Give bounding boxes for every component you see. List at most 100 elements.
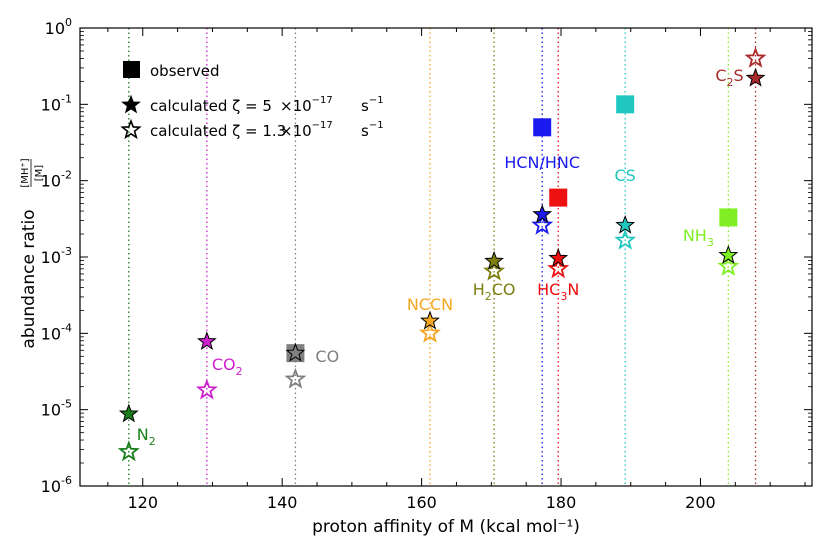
species-name: NCCN	[407, 295, 453, 314]
species-label-c2s: C2S	[715, 66, 743, 89]
legend-text-exp: −17	[312, 120, 333, 131]
y-axis-label-group: abundance ratio [MH⁺] [M]	[19, 158, 45, 348]
species-label-nh3: NH3	[683, 226, 714, 249]
calc-zeta5-star-h2co	[484, 250, 505, 270]
data-marks	[117, 46, 767, 462]
y-tick-label: 10-3	[41, 245, 72, 267]
y-tick-exponent: -3	[61, 245, 72, 258]
calc-zeta1_3-star-h2co	[483, 259, 506, 281]
calc-zeta5-star-n2	[118, 403, 139, 423]
y-tick-exponent: 0	[65, 16, 72, 29]
axis-ticks: 120 140 160 180 20010-610-510-410-310-210-11…	[41, 16, 812, 512]
calc-zeta5-star-nh3	[718, 244, 739, 264]
y-axis-label: abundance ratio	[19, 209, 39, 348]
legend-text-exp: −17	[312, 95, 333, 106]
y-tick-base: 10	[45, 19, 65, 38]
x-tick-label: 140	[267, 493, 298, 512]
y-tick-exponent: -1	[61, 92, 72, 105]
species-name: HC	[537, 280, 560, 299]
legend-text-unit-exp: −1	[369, 120, 384, 131]
species-subscript: 2	[149, 435, 156, 448]
legend-open-star-icon	[120, 118, 142, 140]
y-tick-label: 10-6	[41, 474, 72, 496]
species-subscript: 2	[485, 290, 492, 303]
species-name: CO	[315, 347, 339, 366]
species-subscript: 2	[236, 365, 243, 378]
x-tick-label: 180	[546, 493, 577, 512]
calc-zeta1_3-star-cs	[614, 228, 637, 250]
x-tick-label: 120	[127, 493, 158, 512]
observed-square-hcnhnc	[533, 118, 552, 137]
y-tick-exponent: -6	[61, 474, 72, 487]
observed-square-cs	[616, 95, 635, 114]
calc-zeta1_3-star-nh3	[717, 254, 740, 276]
calc-zeta5-star-co	[285, 342, 306, 362]
species-label-hcnhnc: HCN/HNC	[504, 153, 580, 172]
legend-filled-star-icon	[121, 94, 141, 114]
species-label-h2co: H2CO	[473, 280, 516, 303]
species-name: NH	[683, 226, 707, 245]
species-label-co2: CO2	[212, 355, 243, 378]
species-suffix: S	[734, 66, 744, 85]
calc-zeta5-star-hcnhnc	[532, 204, 553, 223]
legend-text-main: calculated ζ = 1.3	[150, 122, 286, 140]
calc-zeta1_3-star-co	[284, 367, 307, 389]
species-label-hc3n: HC3N	[537, 280, 579, 303]
species-subscript: 3	[707, 236, 714, 249]
observed-square-hc3n	[549, 188, 568, 207]
calc-zeta1_3-star-nccn	[418, 321, 441, 343]
species-label-nccn: NCCN	[407, 295, 453, 314]
calc-zeta5-star-nccn	[420, 310, 440, 330]
x-tick-label: 200	[685, 493, 716, 512]
species-name: HCN/HNC	[504, 153, 580, 172]
axis-titles: proton affinity of M (kcal mol⁻¹) abundan…	[19, 158, 580, 537]
calc-zeta1_3-star-n2	[117, 440, 140, 462]
y-tick-base: 10	[41, 477, 61, 496]
legend-observed-label: observed	[150, 62, 220, 80]
y-tick-exponent: -4	[61, 321, 72, 334]
y-tick-base: 10	[41, 401, 61, 420]
y-tick-label: 10-2	[41, 169, 72, 191]
observed-square-nh3	[719, 208, 738, 227]
species-suffix: N	[567, 280, 579, 299]
calc-zeta1_3-star-co2	[195, 378, 218, 400]
species-name: CO	[212, 355, 236, 374]
species-name: CS	[615, 166, 636, 185]
species-subscript: 2	[727, 76, 734, 89]
species-name: H	[473, 280, 485, 299]
legend-text-main: calculated ζ = 5	[150, 97, 272, 115]
legend-zeta5-label: calculated ζ = 5 ×10−17 s−1	[150, 95, 384, 115]
legend-text-times: ×10	[280, 122, 312, 140]
y-tick-label: 10-5	[41, 398, 72, 420]
y-axis-fraction-numerator: [MH⁺]	[20, 158, 31, 187]
legend-text-unit: s	[361, 122, 369, 140]
y-tick-base: 10	[41, 95, 61, 114]
calc-zeta5-star-co2	[196, 331, 217, 351]
species-label-n2: N2	[137, 425, 156, 448]
species-label-cs: CS	[615, 166, 636, 185]
legend-text-unit-exp: −1	[369, 95, 384, 106]
species-name: C	[715, 66, 726, 85]
calc-zeta1_3-star-hcnhnc	[531, 213, 554, 235]
legend-observed-square	[123, 61, 140, 78]
y-tick-exponent: -2	[61, 169, 72, 182]
species-suffix: CO	[492, 280, 516, 299]
calc-zeta5-star-c2s	[745, 67, 766, 87]
y-tick-label: 10-4	[41, 321, 72, 343]
y-axis-fraction-denominator: [M]	[34, 165, 45, 182]
y-tick-base: 10	[41, 248, 61, 267]
calc-zeta1_3-star-c2s	[744, 46, 767, 68]
species-label-co: CO	[315, 347, 339, 366]
legend-zeta1_3-label: calculated ζ = 1.3×10−17 s−1	[150, 120, 384, 140]
y-tick-base: 10	[41, 324, 61, 343]
species-subscript: 3	[560, 290, 567, 303]
x-axis-label: proton affinity of M (kcal mol⁻¹)	[312, 517, 580, 537]
y-tick-label: 10-1	[41, 92, 72, 114]
species-name: N	[137, 425, 149, 444]
y-tick-label: 100	[45, 16, 72, 38]
x-tick-label: 160	[406, 493, 437, 512]
calc-zeta5-star-hc3n	[548, 247, 569, 267]
